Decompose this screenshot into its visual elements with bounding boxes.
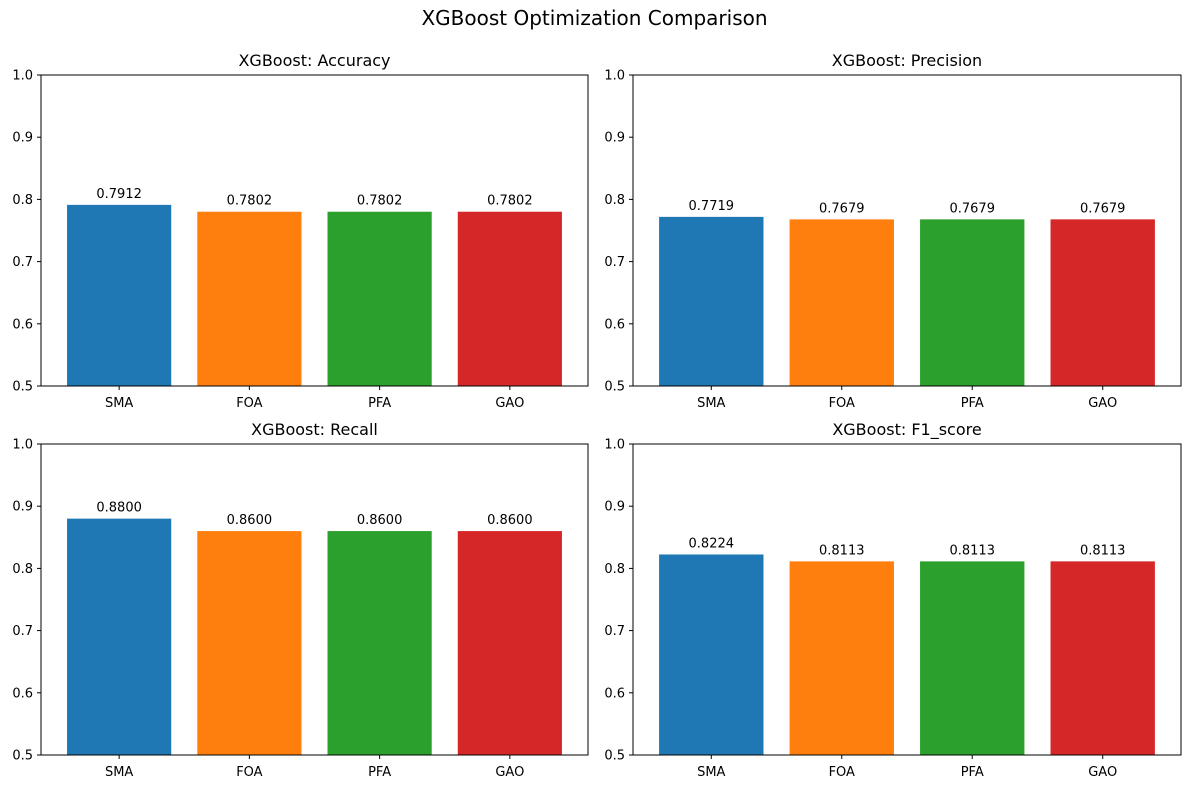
- y-tick-label: 0.9: [12, 131, 33, 146]
- y-tick-label: 0.5: [604, 380, 625, 395]
- subplot-recall: 0.8800 0.8600 0.8600 0.8600 0.5 0.6 0.7 0.8 0.9 1…: [12, 420, 589, 780]
- subplot-f1-score: 0.8224 0.8113 0.8113 0.8113 0.5 0.6 0.7 0.8 0.9 1…: [604, 420, 1182, 780]
- y-tick-label: 1.0: [12, 438, 33, 453]
- figure-title: XGBoost Optimization Comparison: [421, 6, 767, 30]
- y-tick-label: 0.5: [12, 380, 33, 395]
- x-tick-label: FOA: [236, 396, 262, 411]
- x-tick-label: SMA: [697, 765, 725, 780]
- y-tick-label: 0.6: [12, 317, 33, 332]
- subplot-title: XGBoost: Recall: [251, 420, 378, 439]
- x-tick-label: FOA: [829, 765, 855, 780]
- bar-value-label: 0.8224: [689, 536, 735, 551]
- bar-value-label: 0.7802: [357, 194, 403, 209]
- y-tick-label: 0.9: [604, 500, 625, 515]
- bar-value-label: 0.7679: [949, 201, 995, 216]
- y-tick-label: 1.0: [604, 438, 625, 453]
- x-tick-label: SMA: [105, 396, 133, 411]
- bar-sma: [659, 554, 764, 755]
- bar-value-label: 0.8600: [357, 513, 403, 528]
- y-tick-label: 0.7: [604, 255, 625, 270]
- x-tick-label: PFA: [368, 396, 391, 411]
- y-tick-label: 0.7: [12, 255, 33, 270]
- y-tick-label: 0.8: [604, 562, 625, 577]
- axes-frame: [632, 74, 1182, 387]
- bar-sma: [659, 216, 764, 386]
- subplot-precision: 0.7719 0.7679 0.7679 0.7679 0.5 0.6 0.7 0.8 0.9 1…: [604, 51, 1182, 411]
- x-tick-label: PFA: [961, 396, 984, 411]
- x-tick-label: GAO: [495, 396, 524, 411]
- bar-gao: [457, 211, 562, 386]
- bar-gao: [457, 531, 562, 755]
- subplot-title: XGBoost: F1_score: [832, 420, 981, 440]
- x-tick-label: PFA: [368, 765, 391, 780]
- subplot-title: XGBoost: Precision: [832, 51, 982, 70]
- y-tick-label: 0.8: [604, 193, 625, 208]
- bar-value-label: 0.8600: [227, 513, 273, 528]
- y-tick-label: 0.5: [604, 749, 625, 764]
- axes-frame: [40, 74, 589, 387]
- bar-pfa: [920, 219, 1025, 386]
- y-tick-label: 0.9: [604, 131, 625, 146]
- y-tick-label: 1.0: [604, 69, 625, 84]
- bar-value-label: 0.8113: [819, 543, 865, 558]
- axes-frame: [40, 443, 589, 756]
- bar-foa: [197, 531, 302, 755]
- x-tick-label: GAO: [495, 765, 524, 780]
- bar-sma: [67, 518, 172, 755]
- bar-value-label: 0.7912: [96, 187, 142, 202]
- bar-foa: [789, 561, 894, 755]
- bar-gao: [1050, 219, 1155, 386]
- bar-value-label: 0.8600: [487, 513, 533, 528]
- bar-pfa: [920, 561, 1025, 755]
- bar-value-label: 0.7679: [1080, 201, 1126, 216]
- bar-foa: [789, 219, 894, 386]
- bar-value-label: 0.7802: [487, 194, 533, 209]
- bar-value-label: 0.7679: [819, 201, 865, 216]
- y-tick-label: 0.7: [12, 624, 33, 639]
- y-tick-label: 0.6: [12, 686, 33, 701]
- bar-value-label: 0.8113: [949, 543, 995, 558]
- x-tick-label: SMA: [697, 396, 725, 411]
- y-tick-label: 0.8: [12, 562, 33, 577]
- bar-value-label: 0.7802: [227, 194, 273, 209]
- bar-foa: [197, 211, 302, 386]
- x-tick-label: GAO: [1088, 765, 1117, 780]
- bar-value-label: 0.8800: [96, 501, 142, 516]
- x-tick-label: FOA: [829, 396, 855, 411]
- axes-frame: [632, 443, 1182, 756]
- bar-sma: [67, 204, 172, 386]
- subplot-title: XGBoost: Accuracy: [238, 51, 390, 70]
- bar-pfa: [327, 531, 432, 755]
- subplot-grid: 0.7912 0.7802 0.7802 0.7802 0.5 0.6 0.7 0.8 0.9 1…: [12, 51, 1182, 780]
- y-tick-label: 0.6: [604, 686, 625, 701]
- y-tick-label: 0.9: [12, 500, 33, 515]
- y-tick-label: 0.6: [604, 317, 625, 332]
- y-tick-label: 0.8: [12, 193, 33, 208]
- bar-value-label: 0.7719: [689, 199, 735, 214]
- x-tick-label: FOA: [236, 765, 262, 780]
- bar-pfa: [327, 211, 432, 386]
- x-tick-label: SMA: [105, 765, 133, 780]
- y-tick-label: 0.7: [604, 624, 625, 639]
- bar-value-label: 0.8113: [1080, 543, 1126, 558]
- x-tick-label: GAO: [1088, 396, 1117, 411]
- bar-gao: [1050, 561, 1155, 755]
- subplot-accuracy: 0.7912 0.7802 0.7802 0.7802 0.5 0.6 0.7 0.8 0.9 1…: [12, 51, 589, 411]
- y-tick-label: 1.0: [12, 69, 33, 84]
- y-tick-label: 0.5: [12, 749, 33, 764]
- x-tick-label: PFA: [961, 765, 984, 780]
